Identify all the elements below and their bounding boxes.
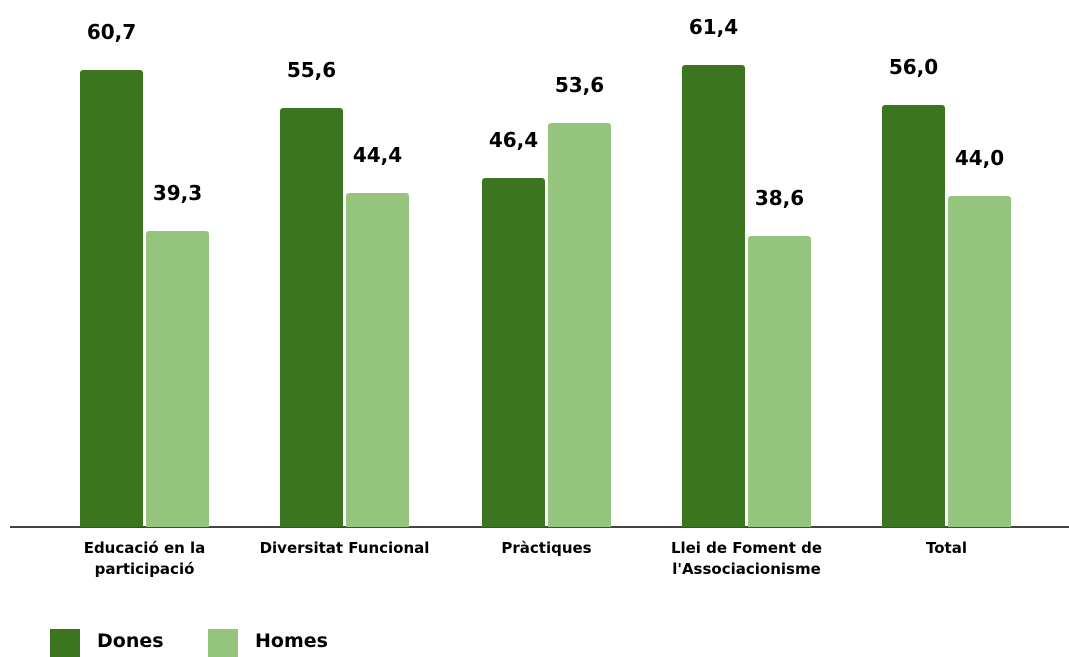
bar <box>882 105 945 527</box>
bar <box>146 231 209 527</box>
x-tick-label: Diversitat Funcional <box>259 539 430 557</box>
x-tick-label: Pràctiques <box>501 539 592 557</box>
bar <box>482 177 545 527</box>
legend-swatch <box>50 629 80 657</box>
bar <box>280 108 343 527</box>
value-label: 60,7 <box>86 20 137 45</box>
legend-label: Dones <box>97 630 164 652</box>
legend-label: Homes <box>255 630 328 652</box>
value-label: 44,4 <box>352 142 403 167</box>
value-label: 46,4 <box>488 127 539 152</box>
value-label: 53,6 <box>554 73 605 98</box>
value-label: 44,0 <box>954 145 1005 170</box>
value-label: 56,0 <box>888 55 939 80</box>
value-label: 39,3 <box>152 181 203 206</box>
value-label: 55,6 <box>286 58 337 83</box>
x-tick-label: Total <box>926 539 967 557</box>
bar <box>80 70 143 527</box>
bar <box>948 195 1011 527</box>
x-tick-label: Llei de Foment de l'Associacionisme <box>670 539 823 578</box>
bar <box>346 192 409 527</box>
bar <box>748 236 811 527</box>
x-tick-label: Educació en la participació <box>83 539 206 578</box>
value-label: 38,6 <box>754 186 805 211</box>
x-axis <box>10 526 1069 528</box>
bar <box>548 123 611 527</box>
legend-swatch <box>208 629 238 657</box>
value-label: 61,4 <box>688 14 739 39</box>
bar <box>682 64 745 527</box>
